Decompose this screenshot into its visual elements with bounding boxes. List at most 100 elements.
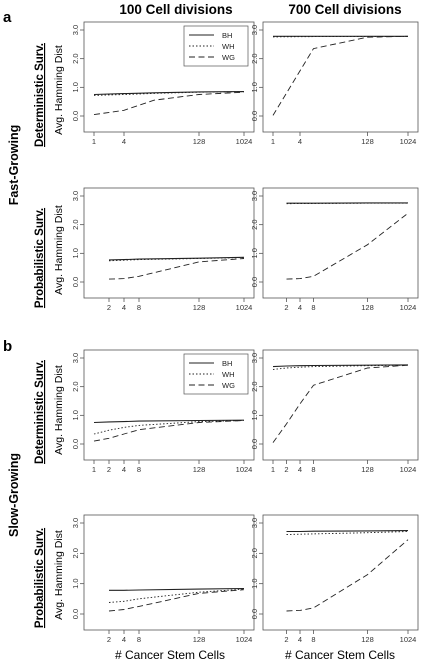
x-tick-label: 128 [193,303,206,312]
x-tick-label: 8 [311,303,315,312]
chart-panel-slow-det-700: 0.0 1.0 2.0 3.0 1 2 4 8 128 1024 [250,349,419,474]
chart-panel-fast-det-700: 0.0 1.0 2.0 3.0 1 4 128 1024 [250,21,419,146]
y-tick-label: 2.0 [250,381,259,391]
surv-label-slow-prob: Probabilistic Surv. [34,528,46,628]
y-tick-label: 3.0 [71,353,80,363]
x-tick-label: 4 [298,137,302,146]
series-line-bh [286,530,409,533]
y-tick-label: 2.0 [250,53,259,63]
y-tick-label: 1.0 [71,578,80,588]
plot-frame [262,21,419,133]
x-tick-label: 1024 [236,635,253,644]
series-line-wh [272,364,409,370]
legend-label-bh: BH [222,31,232,40]
legend-label-wg: WG [222,53,235,62]
x-tick-label: 4 [298,635,302,644]
y-tick-label: 2.0 [71,219,80,229]
y-tick-label: 2.0 [71,548,80,558]
series-line-bh [93,91,245,96]
series-line-wh [93,420,245,435]
y-axis-label: Avg. Hamming Dist [53,45,65,135]
x-tick-label: 128 [361,137,374,146]
x-tick-label: 1024 [236,303,253,312]
y-tick-label: 1.0 [71,410,80,420]
x-axis-label-left: # Cancer Stem Cells [115,648,225,662]
y-tick-label: 1.0 [71,82,80,92]
x-tick-label: 2 [284,635,288,644]
chart-panel-fast-prob-100: 0.0 1.0 2.0 3.0 2 4 8 128 1024 [71,187,255,312]
y-tick-label: 3.0 [71,518,80,528]
surv-label-fast-prob: Probabilistic Surv. [34,208,46,308]
y-tick-label: 0.0 [250,439,259,449]
x-tick-label: 4 [122,465,126,474]
series-line-wg [93,91,245,116]
series-line-bh [93,419,245,424]
y-axis-label: Avg. Hamming Dist [53,530,65,620]
y-tick-label: 1.0 [250,248,259,258]
column-title-right: 700 Cell divisions [288,2,401,17]
series-line-wh [286,202,408,205]
column-title-left: 100 Cell divisions [119,2,232,17]
x-tick-label: 1024 [400,465,417,474]
y-tick-label: 3.0 [250,353,259,363]
plot-frame [83,349,255,461]
y-tick-label: 1.0 [250,410,259,420]
x-tick-label: 8 [137,303,141,312]
series-line-bh [109,587,245,591]
series-line-wh [108,257,245,262]
x-tick-label: 2 [284,465,288,474]
series-line-wg [108,258,245,280]
x-tick-label: 1 [271,137,275,146]
series-line-wh [93,91,245,96]
y-tick-label: 2.0 [71,381,80,391]
group-label-fast: Fast-Growing [7,125,21,206]
chart-panel-fast-prob-700: 0.0 1.0 2.0 3.0 2 4 8 128 1024 [250,187,419,312]
plot-frame [262,187,419,299]
y-tick-label: 0.0 [71,277,80,287]
y-tick-label: 3.0 [71,191,80,201]
y-tick-label: 1.0 [250,578,259,588]
x-tick-label: 4 [122,635,126,644]
series-line-wg [93,420,245,442]
x-tick-label: 1024 [400,635,417,644]
x-tick-label: 1 [271,465,275,474]
x-tick-label: 1 [92,137,96,146]
y-tick-label: 0.0 [71,439,80,449]
chart-panel-slow-det-100: 0.0 1.0 2.0 3.0 1 2 4 8 128 1024 BH WH WG [71,349,255,474]
x-tick-label: 2 [284,303,288,312]
series-line-wg [286,212,409,280]
y-tick-label: 3.0 [250,25,259,35]
x-tick-label: 1024 [400,137,417,146]
panels-group: 0.01.02.03.01 4 128 1024BHWHWG0.01.02.03.01… [71,21,419,644]
x-tick-label: 8 [311,635,315,644]
y-tick-label: 3.0 [250,191,259,201]
x-tick-label: 4 [298,303,302,312]
x-tick-label: 1024 [236,465,253,474]
legend-box [183,25,249,67]
y-tick-label: 0.0 [250,609,259,619]
x-tick-label: 2 [107,303,111,312]
x-tick-label: 4 [122,137,126,146]
y-tick-label: 2.0 [250,219,259,229]
y-tick-label: 3.0 [71,25,80,35]
group-label-slow: Slow-Growing [7,453,21,537]
y-tick-label: 3.0 [250,518,259,528]
legend-label-wh: WH [222,42,235,51]
plot-frame [83,187,255,299]
series-line-bh [272,364,409,368]
y-axis-label: Avg. Hamming Dist [53,205,65,295]
legend-box [183,353,249,395]
series-line-wh [108,588,245,603]
x-tick-label: 128 [193,635,206,644]
plot-frame [83,21,255,133]
section-label-b: b [3,338,12,355]
y-axis-label: Avg. Hamming Dist [53,365,65,455]
y-tick-label: 0.0 [250,111,259,121]
plot-frame [83,514,255,631]
series-line-wg [286,539,409,612]
y-tick-label: 0.0 [250,277,259,287]
section-label-a: a [3,9,12,26]
series-line-wg [108,589,245,612]
legend-label-wg: WG [222,381,235,390]
